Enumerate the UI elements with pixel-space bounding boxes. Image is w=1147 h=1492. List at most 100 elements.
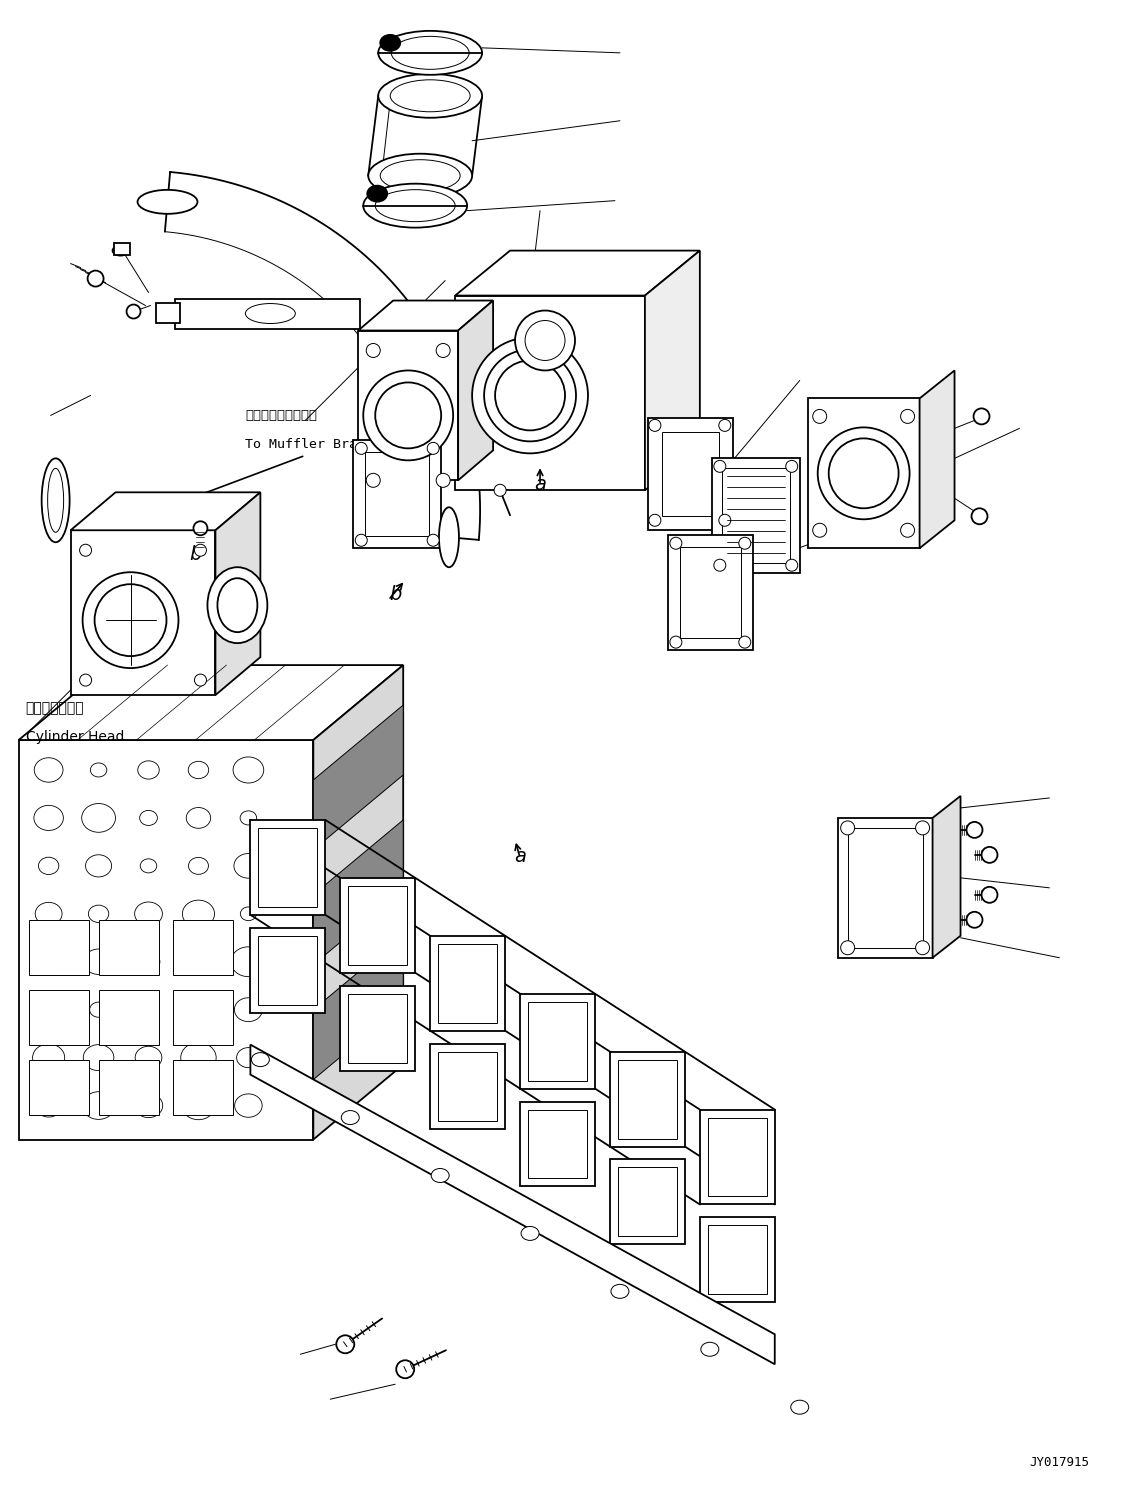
Ellipse shape — [135, 1046, 162, 1068]
Ellipse shape — [828, 439, 898, 509]
Bar — [114, 243, 130, 255]
Ellipse shape — [83, 573, 179, 668]
Ellipse shape — [208, 567, 267, 643]
Ellipse shape — [379, 73, 482, 118]
Bar — [455, 295, 645, 491]
Bar — [341, 986, 415, 1071]
Text: b: b — [189, 545, 202, 564]
Polygon shape — [250, 1044, 774, 1364]
Polygon shape — [313, 821, 404, 965]
Ellipse shape — [719, 419, 731, 431]
Ellipse shape — [195, 674, 206, 686]
Ellipse shape — [336, 1335, 354, 1353]
Ellipse shape — [236, 1047, 260, 1068]
Ellipse shape — [364, 184, 467, 228]
Ellipse shape — [813, 409, 827, 424]
Polygon shape — [216, 492, 260, 695]
Text: a: a — [535, 476, 546, 494]
Polygon shape — [175, 298, 360, 328]
Ellipse shape — [231, 947, 266, 977]
Ellipse shape — [900, 524, 914, 537]
Ellipse shape — [356, 442, 367, 455]
Bar — [258, 935, 318, 1004]
Bar — [680, 548, 741, 639]
Polygon shape — [313, 665, 404, 1140]
Ellipse shape — [439, 507, 459, 567]
Ellipse shape — [967, 912, 983, 928]
Ellipse shape — [972, 509, 988, 524]
Ellipse shape — [364, 370, 453, 461]
Ellipse shape — [786, 560, 797, 571]
Ellipse shape — [915, 941, 929, 955]
Ellipse shape — [366, 473, 381, 488]
Ellipse shape — [521, 1226, 539, 1240]
Ellipse shape — [186, 807, 211, 828]
Ellipse shape — [88, 906, 109, 922]
Ellipse shape — [235, 1094, 263, 1118]
Ellipse shape — [87, 270, 103, 286]
Ellipse shape — [195, 545, 206, 557]
Ellipse shape — [786, 461, 797, 473]
Ellipse shape — [496, 361, 565, 430]
Ellipse shape — [134, 1094, 163, 1118]
Ellipse shape — [841, 821, 855, 836]
Ellipse shape — [188, 761, 209, 779]
Ellipse shape — [32, 1044, 64, 1071]
Ellipse shape — [112, 246, 128, 255]
Ellipse shape — [813, 524, 827, 537]
Ellipse shape — [34, 806, 63, 831]
Bar — [610, 1052, 685, 1146]
Ellipse shape — [138, 189, 197, 213]
Ellipse shape — [240, 810, 257, 825]
Bar — [353, 440, 442, 548]
Ellipse shape — [525, 321, 565, 361]
Ellipse shape — [48, 468, 63, 533]
Ellipse shape — [381, 160, 460, 191]
Bar — [807, 398, 920, 548]
Bar — [700, 1217, 774, 1303]
Bar — [349, 886, 407, 965]
Ellipse shape — [140, 1003, 157, 1018]
Ellipse shape — [91, 762, 107, 777]
Ellipse shape — [233, 756, 264, 783]
Bar — [71, 530, 216, 695]
Ellipse shape — [36, 1094, 62, 1118]
Ellipse shape — [140, 859, 157, 873]
Ellipse shape — [245, 303, 295, 324]
Ellipse shape — [982, 886, 998, 903]
Ellipse shape — [670, 537, 681, 549]
Ellipse shape — [379, 31, 482, 75]
Bar — [29, 919, 88, 974]
Polygon shape — [358, 300, 493, 331]
Bar — [837, 818, 933, 958]
Ellipse shape — [39, 858, 58, 874]
Bar — [99, 919, 158, 974]
Polygon shape — [313, 706, 404, 850]
Ellipse shape — [967, 822, 983, 839]
Bar — [520, 994, 595, 1089]
Ellipse shape — [515, 310, 575, 370]
Ellipse shape — [182, 1092, 214, 1119]
Bar — [708, 1225, 766, 1295]
Ellipse shape — [41, 458, 70, 542]
Bar — [99, 1059, 158, 1115]
Polygon shape — [71, 492, 260, 530]
Ellipse shape — [81, 804, 116, 833]
Text: a: a — [514, 847, 526, 865]
Ellipse shape — [140, 810, 157, 825]
Ellipse shape — [670, 636, 681, 648]
Ellipse shape — [982, 847, 998, 862]
Text: Cylinder Head: Cylinder Head — [25, 730, 124, 745]
Bar — [358, 331, 458, 480]
Ellipse shape — [974, 409, 990, 424]
Ellipse shape — [427, 534, 439, 546]
Ellipse shape — [790, 1399, 809, 1414]
Ellipse shape — [900, 409, 914, 424]
Ellipse shape — [396, 1361, 414, 1379]
Ellipse shape — [83, 1092, 115, 1119]
Bar — [173, 989, 233, 1044]
Polygon shape — [458, 300, 493, 480]
Ellipse shape — [182, 995, 214, 1024]
Ellipse shape — [234, 853, 263, 879]
Ellipse shape — [366, 343, 381, 358]
